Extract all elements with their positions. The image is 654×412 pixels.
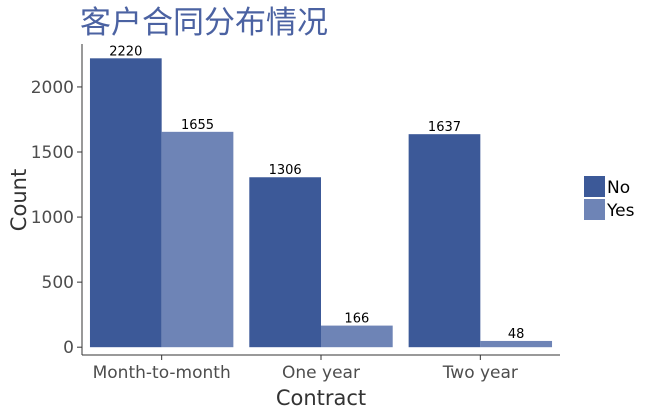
bars [89, 58, 553, 348]
y-axis-title: Count [7, 169, 31, 231]
chart-title: 客户合同分布情况 [80, 5, 328, 41]
legend-swatch [584, 176, 605, 197]
data-label: 48 [508, 327, 525, 342]
legend-label: Yes [606, 201, 635, 221]
data-label: 1637 [428, 120, 461, 135]
data-label: 2220 [109, 44, 142, 59]
bar [408, 134, 481, 348]
x-axis-title: Contract [276, 386, 366, 410]
bar [161, 131, 234, 348]
legend-swatch [584, 199, 605, 220]
y-tick-label: 1000 [31, 208, 74, 228]
y-tick-label: 2000 [31, 78, 74, 98]
data-label: 1655 [181, 118, 214, 133]
y-tick-label: 500 [42, 273, 74, 293]
y-tick-label: 0 [63, 338, 74, 358]
x-tick-label: One year [282, 363, 360, 383]
legend: No Yes [584, 176, 635, 221]
legend-label: No [607, 178, 630, 198]
y-tick-label: 1500 [31, 143, 74, 163]
data-label: 1306 [269, 163, 302, 178]
bar [480, 340, 553, 348]
data-labels: 2220 1655 1306 166 1637 48 [109, 44, 524, 342]
data-label: 166 [344, 312, 369, 327]
bar [321, 325, 393, 348]
x-tick-label: Two year [442, 363, 518, 383]
x-axis: Month-to-month One year Two year [82, 354, 560, 383]
x-tick-label: Month-to-month [93, 363, 231, 383]
bar [89, 58, 162, 348]
bar [249, 177, 321, 348]
y-axis: 0 500 1000 1500 2000 [31, 44, 83, 358]
